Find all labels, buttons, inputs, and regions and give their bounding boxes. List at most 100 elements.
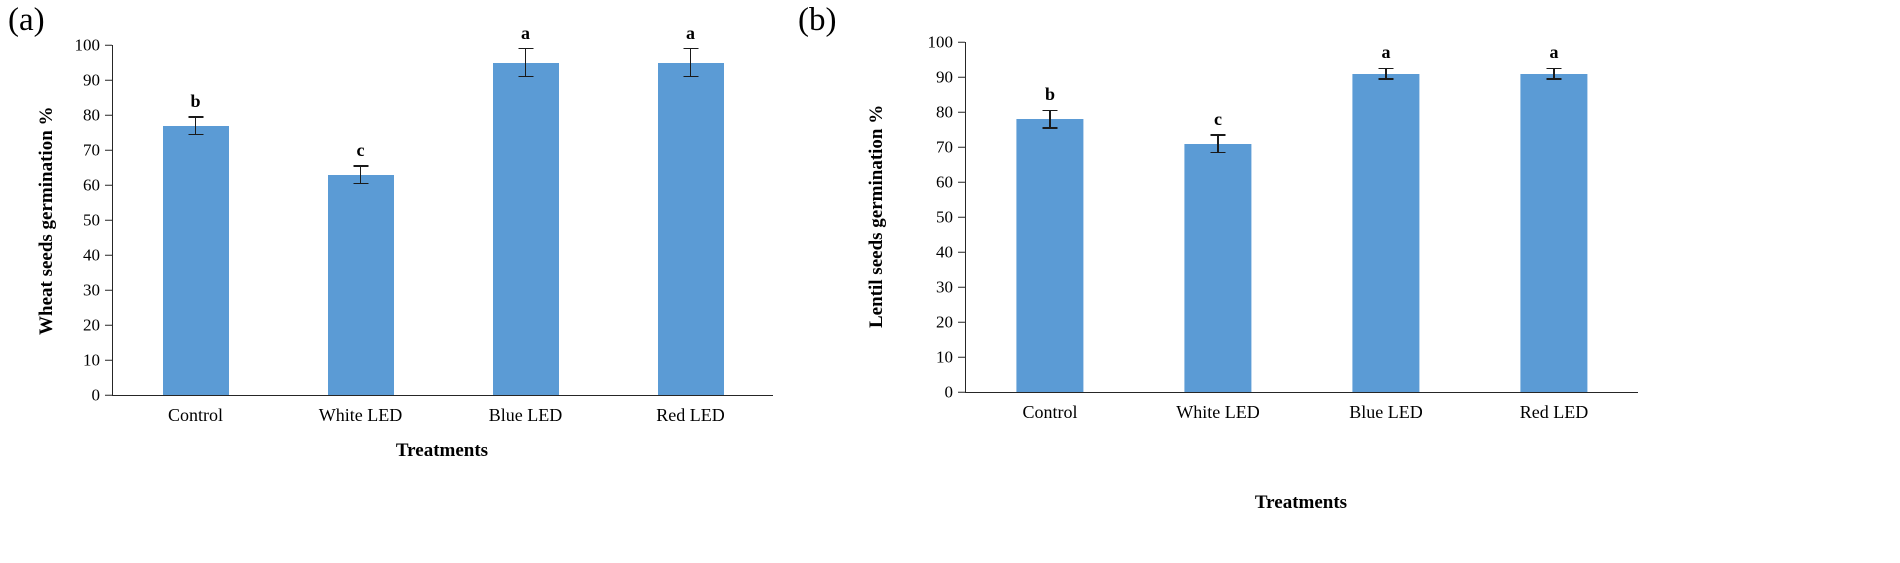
y-tick-mark bbox=[958, 391, 965, 393]
y-tick-label: 50 bbox=[936, 207, 953, 227]
y-tick-label: 20 bbox=[83, 315, 100, 335]
x-tick-label: Blue LED bbox=[1349, 402, 1423, 422]
significance-letter: a bbox=[1381, 42, 1391, 63]
error-bar-cap bbox=[353, 182, 368, 184]
y-tick-label: 50 bbox=[83, 210, 100, 230]
y-axis-title-lentil: Lentil seeds germination % bbox=[866, 104, 887, 328]
y-tick-mark bbox=[105, 359, 112, 361]
y-tick-label: 80 bbox=[936, 102, 953, 122]
x-axis-title: Treatments bbox=[1254, 492, 1348, 513]
y-tick-label: 100 bbox=[74, 35, 101, 55]
significance-letter: a bbox=[1549, 42, 1559, 63]
y-axis: 0 10 20 30 40 50 60 70 80 90 100 bbox=[915, 34, 965, 401]
plot-area: 0 10 20 30 40 50 60 70 80 90 100 b c a a Control White L… bbox=[75, 24, 773, 425]
x-tick-label: Control bbox=[1022, 402, 1078, 422]
y-axis-title-wheat: Wheat seeds germination % bbox=[36, 106, 57, 336]
y-tick-label: 10 bbox=[936, 347, 953, 367]
y-tick-mark bbox=[958, 76, 965, 78]
x-tick-label: Control bbox=[167, 405, 223, 425]
error-bar bbox=[524, 48, 527, 77]
x-axis: Control White LED Blue LED Red LED bbox=[966, 402, 1638, 423]
x-tick-label: Red LED bbox=[1519, 402, 1589, 422]
x-axis-title: Treatments bbox=[395, 440, 489, 461]
significance-letter: b bbox=[1044, 84, 1056, 105]
bar-slot-white-led: c bbox=[278, 45, 443, 395]
error-bar-cap bbox=[188, 133, 203, 135]
panel-a-label: (a) bbox=[8, 2, 45, 38]
bar bbox=[1016, 119, 1084, 392]
significance-letter: a bbox=[521, 22, 530, 43]
y-tick-label: 0 bbox=[944, 382, 954, 402]
x-tick-label: White LED bbox=[318, 405, 403, 425]
x-tick-label: White LED bbox=[1176, 402, 1260, 422]
significance-letter: c bbox=[1214, 108, 1222, 129]
y-tick-mark bbox=[105, 79, 112, 81]
bar bbox=[657, 62, 724, 395]
bar-slot-red-led: a bbox=[608, 24, 773, 395]
bar bbox=[1352, 73, 1420, 392]
bar-chart-wheat: 0 10 20 30 40 50 60 70 80 90 100 b c a a Control White L… bbox=[75, 24, 773, 425]
plot-area: 0 10 20 30 40 50 60 70 80 90 100 b c a a Control White L… bbox=[928, 34, 1638, 422]
y-tick-mark bbox=[105, 149, 112, 151]
error-bar-cap bbox=[353, 165, 368, 167]
y-tick-mark bbox=[105, 114, 112, 116]
error-bar-cap bbox=[683, 75, 698, 78]
y-tick-mark bbox=[105, 324, 112, 326]
error-bar bbox=[689, 48, 692, 77]
y-tick-mark bbox=[105, 44, 112, 46]
bar bbox=[1184, 143, 1252, 392]
error-bar-cap bbox=[1210, 151, 1226, 153]
y-axis: 0 10 20 30 40 50 60 70 80 90 100 bbox=[62, 37, 112, 404]
y-tick-label: 90 bbox=[936, 67, 953, 87]
y-tick-label: 80 bbox=[83, 105, 100, 125]
error-bar-cap bbox=[1042, 109, 1058, 111]
error-bar-cap bbox=[1546, 78, 1562, 80]
error-bar-cap bbox=[1210, 134, 1226, 136]
bar-slot-control: b bbox=[113, 45, 278, 395]
y-tick-mark bbox=[105, 289, 112, 291]
y-tick-label: 30 bbox=[83, 280, 100, 300]
y-tick-mark bbox=[958, 356, 965, 358]
significance-letter: b bbox=[190, 90, 201, 111]
bar bbox=[1520, 73, 1588, 392]
x-tick-label: Blue LED bbox=[488, 405, 563, 425]
y-tick-mark bbox=[958, 321, 965, 323]
y-tick-label: 30 bbox=[936, 277, 953, 297]
bar bbox=[162, 125, 229, 395]
bar-slot-control: b bbox=[966, 42, 1134, 392]
y-tick-mark bbox=[958, 181, 965, 183]
error-bar-cap bbox=[1042, 127, 1058, 129]
error-bar bbox=[1049, 110, 1051, 128]
y-tick-mark bbox=[105, 219, 112, 221]
y-tick-label: 20 bbox=[936, 312, 953, 332]
y-tick-mark bbox=[958, 111, 965, 113]
error-bar bbox=[194, 116, 197, 135]
bar-slot-blue-led: a bbox=[1302, 42, 1470, 392]
error-bar-cap bbox=[1378, 78, 1394, 80]
panel-b-label: (b) bbox=[798, 2, 837, 38]
x-tick-label: Red LED bbox=[656, 405, 725, 425]
y-tick-label: 40 bbox=[936, 242, 953, 262]
y-tick-label: 60 bbox=[936, 172, 953, 192]
y-tick-mark bbox=[958, 251, 965, 253]
error-bar bbox=[359, 165, 362, 184]
error-bar-cap bbox=[518, 75, 533, 78]
significance-letter: a bbox=[686, 22, 695, 43]
y-tick-mark bbox=[105, 254, 112, 256]
y-tick-label: 90 bbox=[83, 70, 100, 90]
y-tick-label: 70 bbox=[936, 137, 953, 157]
error-bar bbox=[1217, 134, 1219, 153]
y-tick-label: 0 bbox=[91, 385, 101, 405]
error-bar-cap bbox=[683, 47, 698, 50]
y-tick-mark bbox=[105, 394, 112, 396]
y-tick-label: 60 bbox=[83, 175, 100, 195]
bar bbox=[492, 62, 559, 395]
error-bar bbox=[1385, 68, 1387, 79]
bar bbox=[327, 174, 394, 395]
bar-slot-blue-led: a bbox=[443, 24, 608, 395]
bar-chart-lentil: 0 10 20 30 40 50 60 70 80 90 100 b c a a Control White L… bbox=[928, 34, 1638, 422]
y-tick-mark bbox=[958, 146, 965, 148]
bar-slot-red-led: a bbox=[1470, 42, 1638, 392]
y-tick-mark bbox=[958, 286, 965, 288]
